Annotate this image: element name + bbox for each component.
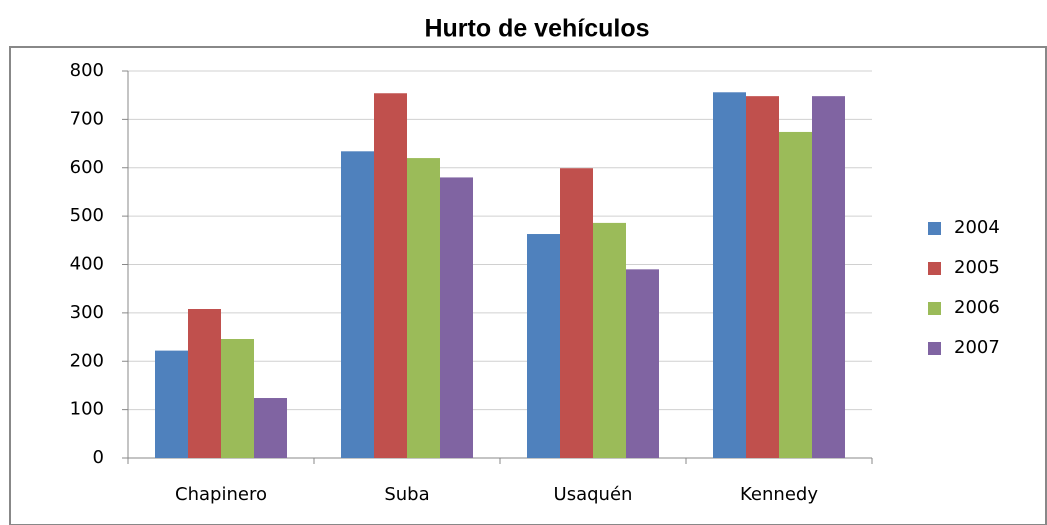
x-tick-label: Suba bbox=[384, 484, 429, 505]
x-tick-label: Chapinero bbox=[175, 484, 267, 505]
y-tick-label: 200 bbox=[70, 350, 104, 371]
y-tick-label: 300 bbox=[70, 302, 104, 323]
x-tick-label: Usaquén bbox=[554, 484, 633, 505]
y-tick-label: 800 bbox=[70, 60, 104, 81]
y-tick-label: 100 bbox=[70, 399, 104, 420]
y-tick-label: 600 bbox=[70, 157, 104, 178]
bar bbox=[593, 222, 626, 458]
bar bbox=[407, 158, 440, 458]
bar bbox=[560, 168, 593, 458]
legend-label: 2007 bbox=[954, 337, 1000, 358]
bar bbox=[626, 269, 659, 458]
bar bbox=[713, 92, 746, 458]
legend-swatch bbox=[928, 262, 941, 275]
bar bbox=[341, 151, 374, 459]
legend-label: 2006 bbox=[954, 297, 1000, 318]
bar bbox=[254, 398, 287, 458]
bar bbox=[155, 350, 188, 458]
chart-title: Hurto de vehículos bbox=[424, 15, 649, 43]
legend-label: 2004 bbox=[954, 217, 1000, 238]
legend-swatch bbox=[928, 342, 941, 355]
y-tick-label: 700 bbox=[70, 108, 104, 129]
legend-label: 2005 bbox=[954, 257, 1000, 278]
legend-swatch bbox=[928, 222, 941, 235]
bar bbox=[221, 338, 254, 458]
bar bbox=[812, 96, 845, 458]
bar bbox=[188, 309, 221, 458]
bar bbox=[527, 234, 560, 458]
bar bbox=[779, 131, 812, 458]
y-tick-label: 0 bbox=[93, 447, 104, 468]
legend-swatch bbox=[928, 302, 941, 315]
bar bbox=[440, 177, 473, 459]
y-tick-label: 500 bbox=[70, 205, 104, 226]
x-tick-label: Kennedy bbox=[740, 484, 818, 505]
y-tick-label: 400 bbox=[70, 254, 104, 275]
bar bbox=[746, 96, 779, 458]
bar bbox=[374, 93, 407, 458]
